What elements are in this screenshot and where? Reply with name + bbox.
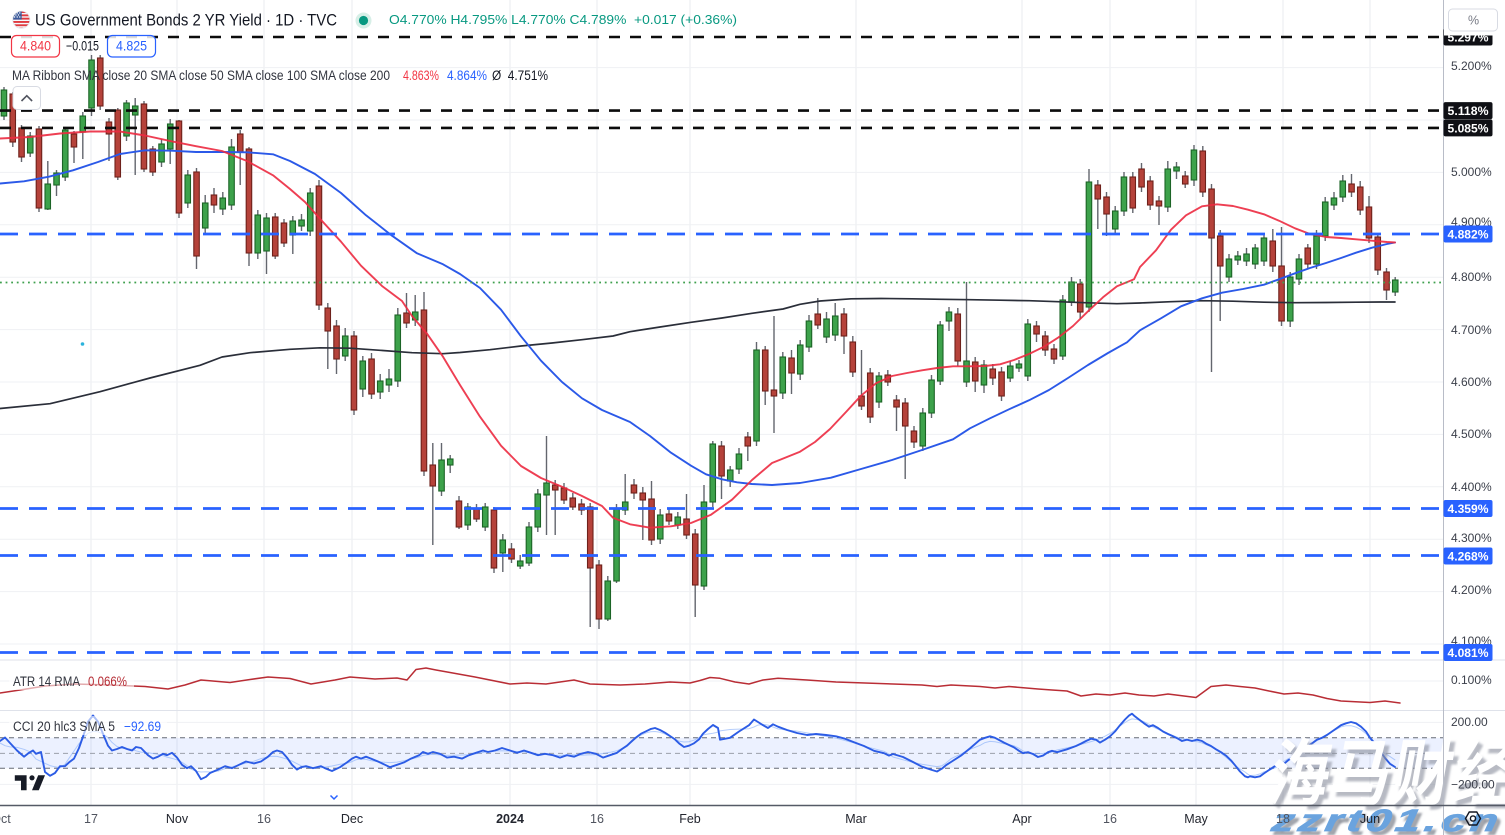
svg-text:5.200%: 5.200% [1451, 59, 1492, 73]
svg-text:−92.69: −92.69 [124, 719, 161, 734]
svg-text:Mar: Mar [845, 812, 867, 826]
svg-text:4.600%: 4.600% [1451, 375, 1492, 389]
svg-text:%: % [1468, 14, 1479, 28]
svg-text:Ø 4.751%: Ø 4.751% [492, 68, 548, 83]
svg-text:−200.00: −200.00 [1451, 778, 1495, 792]
svg-text:4.081%: 4.081% [1448, 646, 1489, 660]
svg-text:MA Ribbon SMA close 20 SMA clo: MA Ribbon SMA close 20 SMA close 50 SMA … [12, 68, 390, 83]
svg-text:200.00: 200.00 [1451, 715, 1488, 729]
svg-text:16: 16 [590, 812, 604, 826]
svg-text:5.000%: 5.000% [1451, 165, 1492, 179]
svg-text:16: 16 [257, 812, 271, 826]
svg-text:May: May [1184, 812, 1208, 826]
svg-text:5.118%: 5.118% [1448, 104, 1489, 118]
svg-text:4.700%: 4.700% [1451, 323, 1492, 337]
svg-text:Apr: Apr [1012, 812, 1031, 826]
svg-text:4.268%: 4.268% [1448, 550, 1489, 564]
svg-text:CCI 20 hlc3 SMA 5: CCI 20 hlc3 SMA 5 [13, 719, 115, 734]
svg-text:4.863%: 4.863% [403, 68, 439, 83]
svg-text:4.300%: 4.300% [1451, 531, 1492, 545]
svg-text:Jun: Jun [1360, 812, 1380, 826]
svg-text:0.066%: 0.066% [88, 674, 127, 689]
svg-text:4.400%: 4.400% [1451, 480, 1492, 494]
svg-text:ATR 14 RMA: ATR 14 RMA [13, 674, 80, 689]
svg-text:Feb: Feb [679, 812, 701, 826]
svg-text:4.864%: 4.864% [447, 68, 487, 83]
svg-text:4.825: 4.825 [116, 38, 147, 54]
svg-text:4.800%: 4.800% [1451, 270, 1492, 284]
svg-text:US Government Bonds 2 YR Yield: US Government Bonds 2 YR Yield · 1D · TV… [35, 12, 337, 30]
svg-text:4.500%: 4.500% [1451, 427, 1492, 441]
svg-text:16: 16 [1103, 812, 1117, 826]
svg-text:2024: 2024 [496, 812, 524, 826]
svg-text:5.085%: 5.085% [1448, 121, 1489, 135]
svg-text:O4.770% H4.795% L4.770% C4.789: O4.770% H4.795% L4.770% C4.789% +0.017 (… [389, 12, 737, 27]
svg-text:4.359%: 4.359% [1448, 502, 1489, 516]
svg-text:Nov: Nov [166, 812, 189, 826]
svg-text:Oct: Oct [0, 812, 11, 826]
svg-text:4.200%: 4.200% [1451, 583, 1492, 597]
svg-text:4.840: 4.840 [20, 38, 51, 54]
svg-text:Dec: Dec [341, 812, 363, 826]
svg-text:17: 17 [84, 812, 98, 826]
svg-text:zzrt01.cn: zzrt01.cn [1271, 807, 1505, 835]
svg-text:zzrt01.cn: zzrt01.cn [1268, 803, 1505, 835]
svg-text:0.100%: 0.100% [1451, 673, 1492, 687]
svg-text:18: 18 [1276, 812, 1290, 826]
svg-text:−0.015: −0.015 [66, 39, 99, 54]
svg-text:4.882%: 4.882% [1448, 228, 1489, 242]
